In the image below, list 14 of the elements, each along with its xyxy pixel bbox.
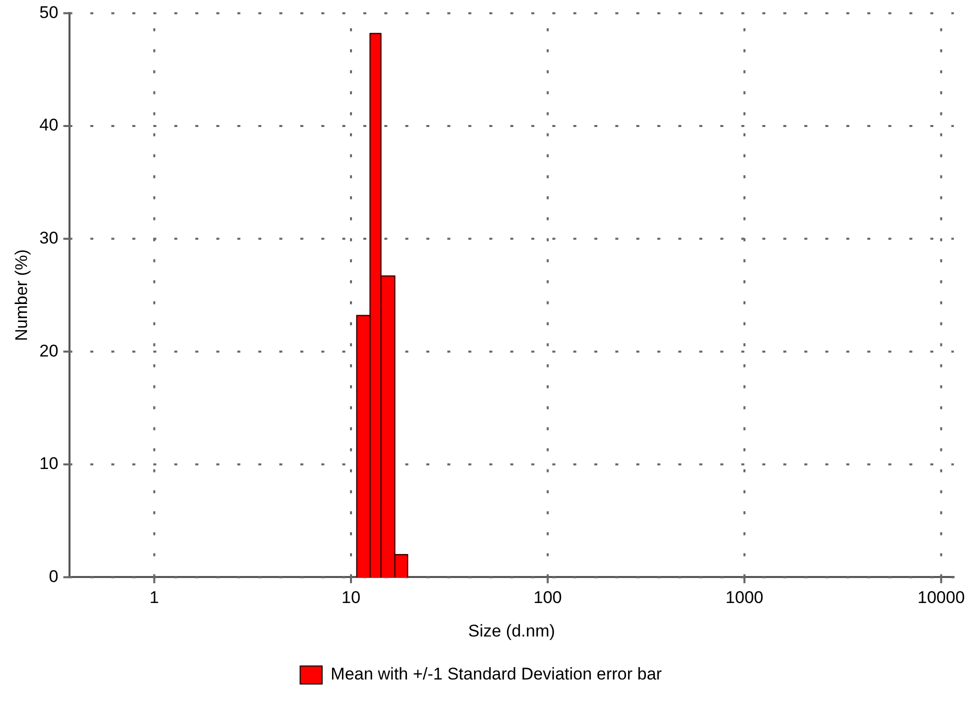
legend-label: Mean with +/-1 Standard Deviation error bar <box>330 664 662 684</box>
y-tick-label: 20 <box>39 341 58 360</box>
x-axis-title: Size (d.nm) <box>468 621 556 640</box>
x-tick-label: 10 <box>342 588 360 608</box>
y-tick-label: 40 <box>39 116 58 135</box>
y-tick-label: 0 <box>48 566 58 586</box>
y-axis-title: Number (%) <box>12 249 31 342</box>
x-tick-label: 1000 <box>726 588 764 608</box>
x-tick-label: 1 <box>150 588 159 608</box>
y-tick-label: 30 <box>39 228 58 248</box>
x-tick-label: 10000 <box>918 588 965 608</box>
x-tick-label: 100 <box>534 588 562 608</box>
y-tick-label: 50 <box>39 2 58 22</box>
y-tick-label: 10 <box>39 454 58 474</box>
